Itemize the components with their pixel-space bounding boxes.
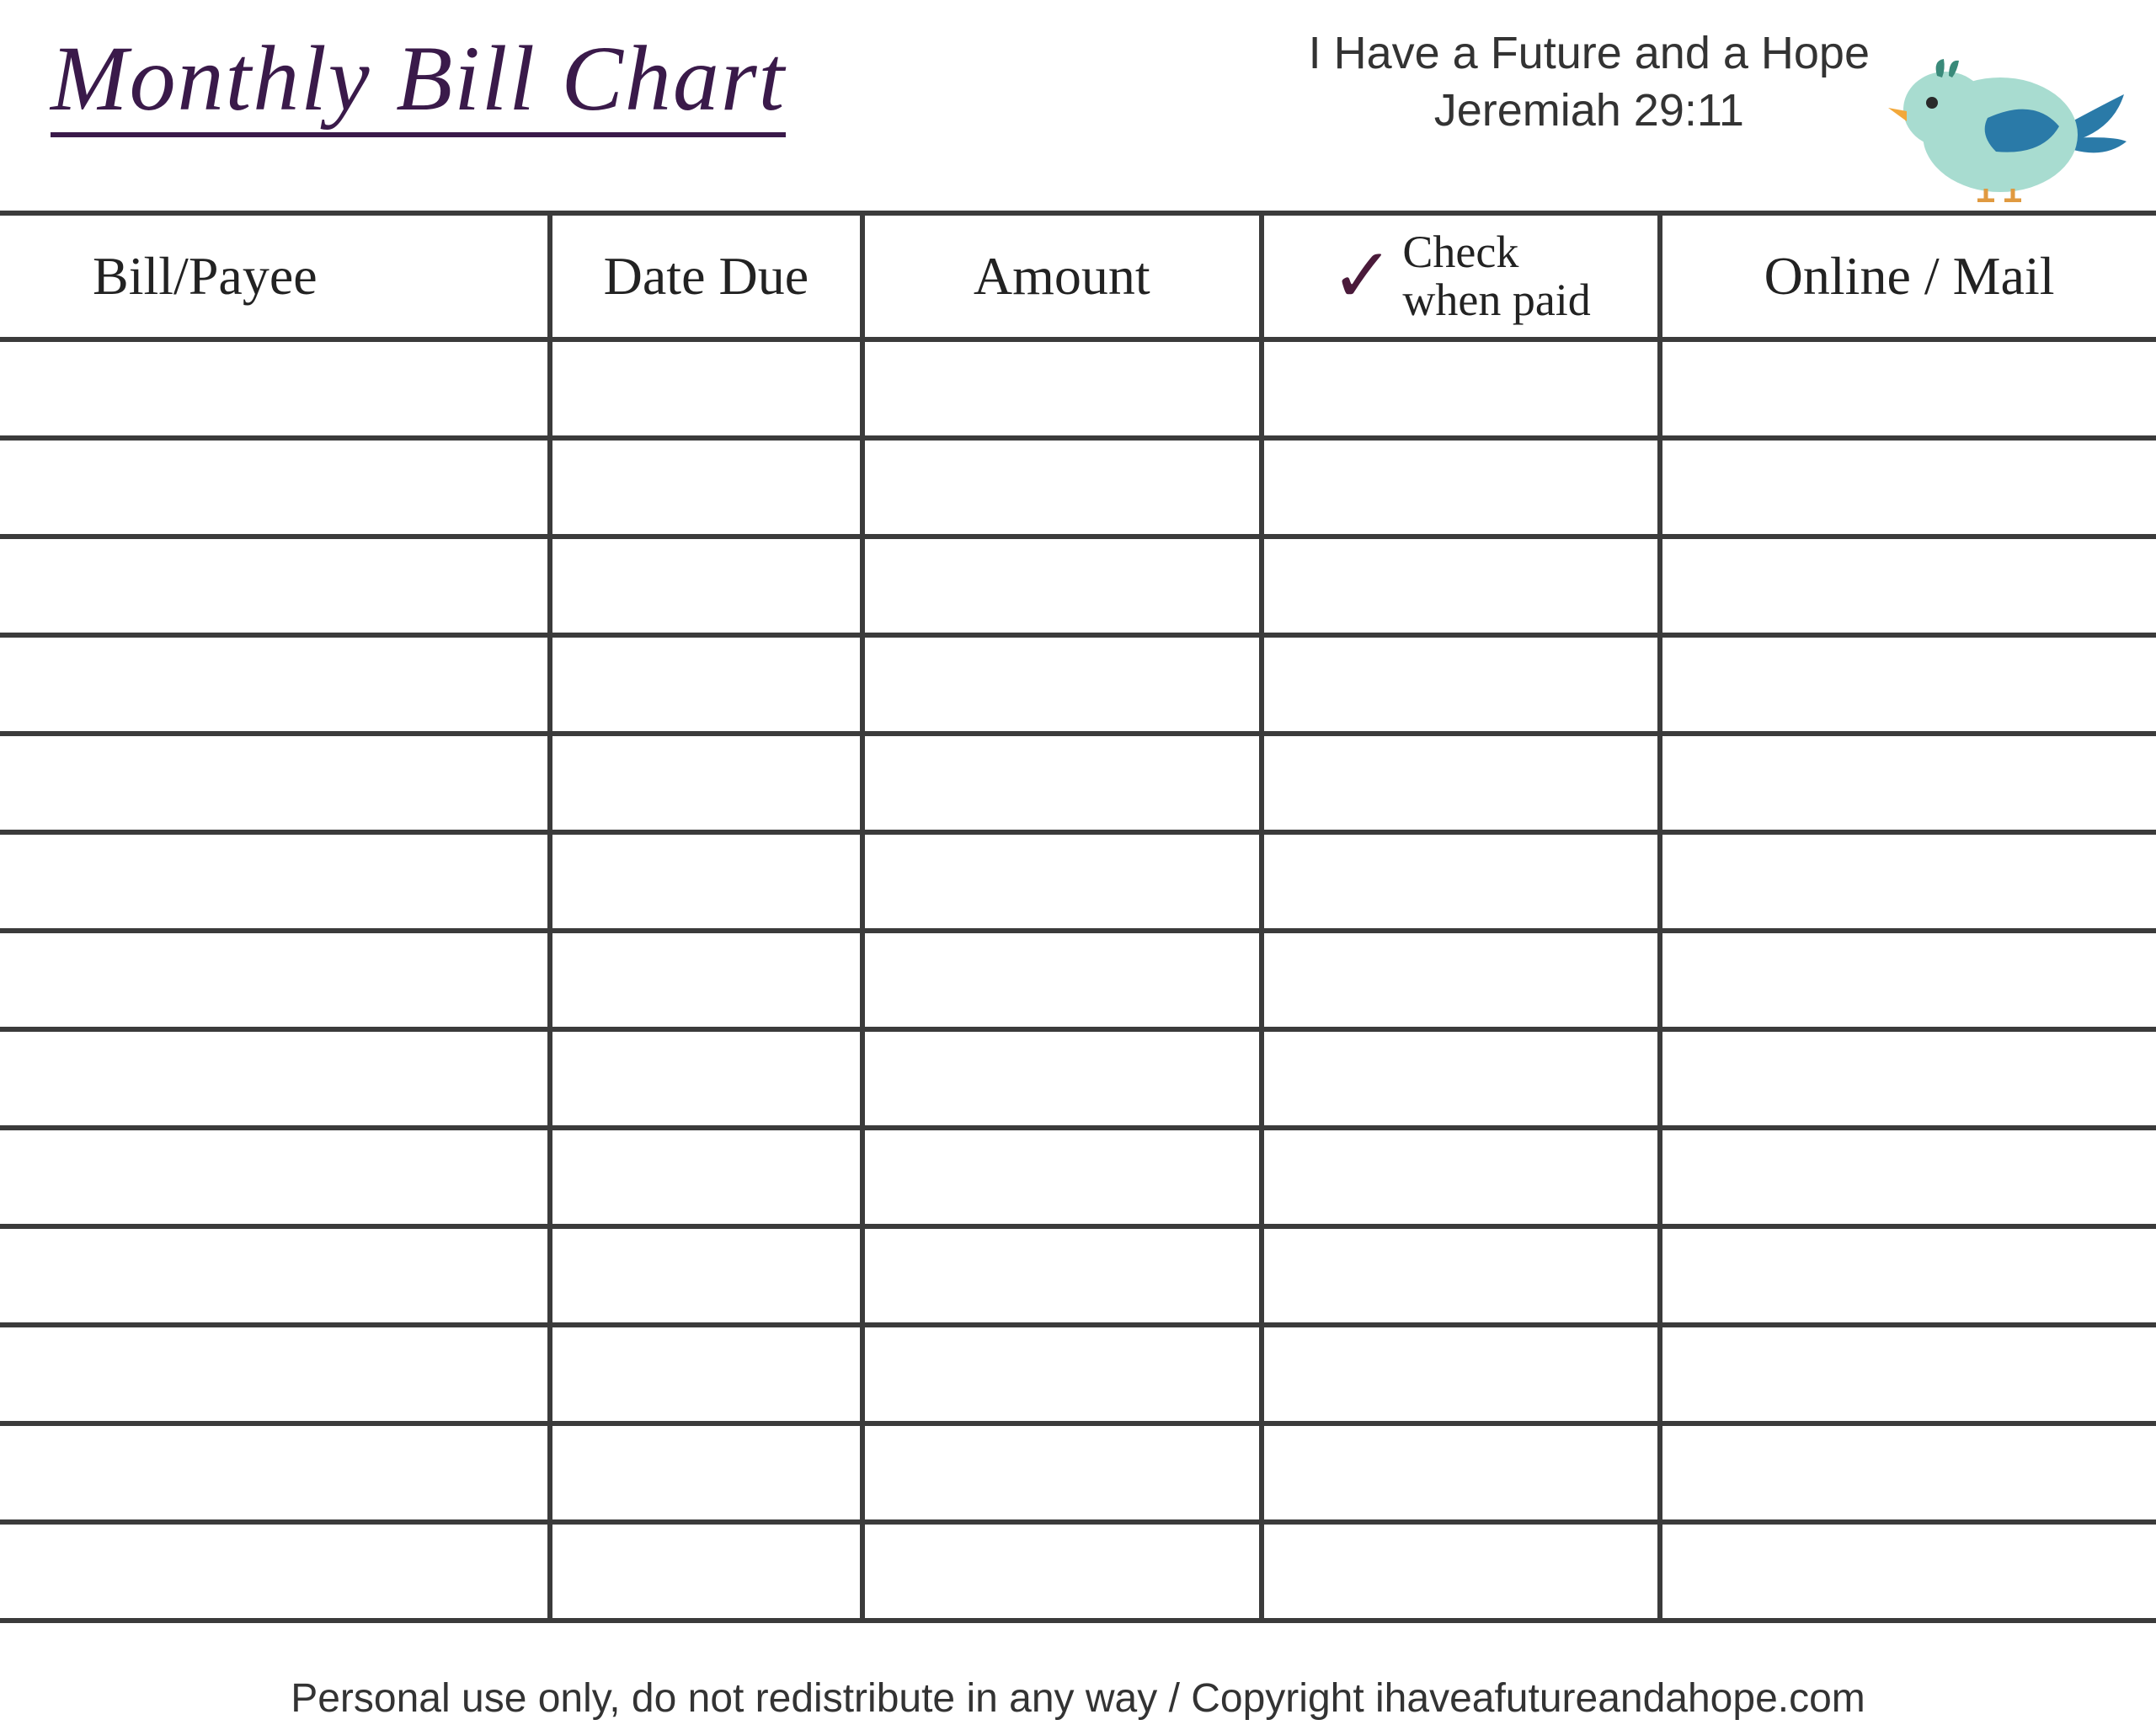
table-cell [0, 1226, 550, 1325]
table-cell [1262, 1128, 1661, 1226]
table-cell [550, 1029, 862, 1128]
table-cell [1262, 438, 1661, 537]
subtitle-line2: Jeremiah 29:11 [1309, 83, 1870, 140]
table-header-row: Bill/Payee Date Due Amount ✓ Check when … [0, 213, 2156, 339]
col-amount: Amount [862, 213, 1262, 339]
table-cell [0, 537, 550, 635]
table-cell [862, 734, 1262, 832]
table-cell [0, 635, 550, 734]
table-cell [1262, 1522, 1661, 1621]
table-cell [550, 537, 862, 635]
table-cell [550, 931, 862, 1029]
checkmark-icon: ✓ [1331, 238, 1394, 314]
table-cell [1262, 339, 1661, 438]
table-cell [1262, 1423, 1661, 1522]
table-cell [1660, 438, 2156, 537]
table-cell [862, 1325, 1262, 1423]
table-cell [1262, 1029, 1661, 1128]
table-cell [862, 537, 1262, 635]
table-cell [550, 635, 862, 734]
bill-table-wrap: Bill/Payee Date Due Amount ✓ Check when … [0, 211, 2156, 1623]
table-cell [550, 1423, 862, 1522]
col-date-due: Date Due [550, 213, 862, 339]
table-body [0, 339, 2156, 1621]
check-label: Check when paid [1402, 228, 1590, 323]
subtitle: I Have a Future and a Hope Jeremiah 29:1… [1309, 25, 1870, 139]
table-cell [1262, 931, 1661, 1029]
page-title: Monthly Bill Chart [51, 25, 786, 137]
page: Monthly Bill Chart I Have a Future and a… [0, 0, 2156, 1725]
table-cell [550, 1522, 862, 1621]
table-cell [0, 1029, 550, 1128]
table-cell [1660, 832, 2156, 931]
table-cell [1660, 339, 2156, 438]
table-cell [1660, 1029, 2156, 1128]
bird-icon [1886, 51, 2131, 202]
table-cell [862, 1226, 1262, 1325]
table-row [0, 339, 2156, 438]
footer-text: Personal use only, do not redistribute i… [0, 1675, 2156, 1722]
table-cell [0, 1423, 550, 1522]
table-cell [1660, 1128, 2156, 1226]
table-cell [0, 734, 550, 832]
table-cell [1262, 635, 1661, 734]
table-cell [1660, 1522, 2156, 1621]
table-cell [862, 1423, 1262, 1522]
table-cell [1262, 537, 1661, 635]
table-cell [0, 339, 550, 438]
table-row [0, 1522, 2156, 1621]
table-cell [0, 1325, 550, 1423]
table-row [0, 1226, 2156, 1325]
table-cell [1660, 1226, 2156, 1325]
table-row [0, 1029, 2156, 1128]
table-cell [1660, 931, 2156, 1029]
table-cell [1660, 635, 2156, 734]
table-cell [862, 635, 1262, 734]
table-cell [1262, 734, 1661, 832]
table-cell [1262, 832, 1661, 931]
table-row [0, 832, 2156, 931]
table-cell [862, 832, 1262, 931]
table-cell [1660, 1325, 2156, 1423]
table-cell [550, 1226, 862, 1325]
table-row [0, 438, 2156, 537]
table-cell [550, 1325, 862, 1423]
table-cell [862, 1128, 1262, 1226]
table-cell [862, 339, 1262, 438]
table-cell [550, 734, 862, 832]
table-cell [862, 1522, 1262, 1621]
table-cell [1262, 1226, 1661, 1325]
table-cell [550, 339, 862, 438]
table-row [0, 635, 2156, 734]
table-row [0, 1128, 2156, 1226]
header: Monthly Bill Chart I Have a Future and a… [0, 0, 2156, 194]
table-cell [0, 438, 550, 537]
table-cell [1262, 1325, 1661, 1423]
table-row [0, 734, 2156, 832]
table-row [0, 537, 2156, 635]
col-check-when-paid: ✓ Check when paid [1262, 213, 1661, 339]
table-cell [1660, 734, 2156, 832]
table-cell [862, 438, 1262, 537]
table-row [0, 931, 2156, 1029]
table-cell [0, 1128, 550, 1226]
table-row [0, 1325, 2156, 1423]
table-cell [0, 931, 550, 1029]
table-cell [862, 1029, 1262, 1128]
bill-table: Bill/Payee Date Due Amount ✓ Check when … [0, 211, 2156, 1623]
table-cell [550, 1128, 862, 1226]
table-row [0, 1423, 2156, 1522]
table-cell [1660, 537, 2156, 635]
table-cell [550, 438, 862, 537]
table-cell [0, 832, 550, 931]
table-cell [550, 832, 862, 931]
table-cell [1660, 1423, 2156, 1522]
table-cell [0, 1522, 550, 1621]
col-online-mail: Online / Mail [1660, 213, 2156, 339]
col-bill-payee: Bill/Payee [0, 213, 550, 339]
table-cell [862, 931, 1262, 1029]
subtitle-line1: I Have a Future and a Hope [1309, 25, 1870, 83]
